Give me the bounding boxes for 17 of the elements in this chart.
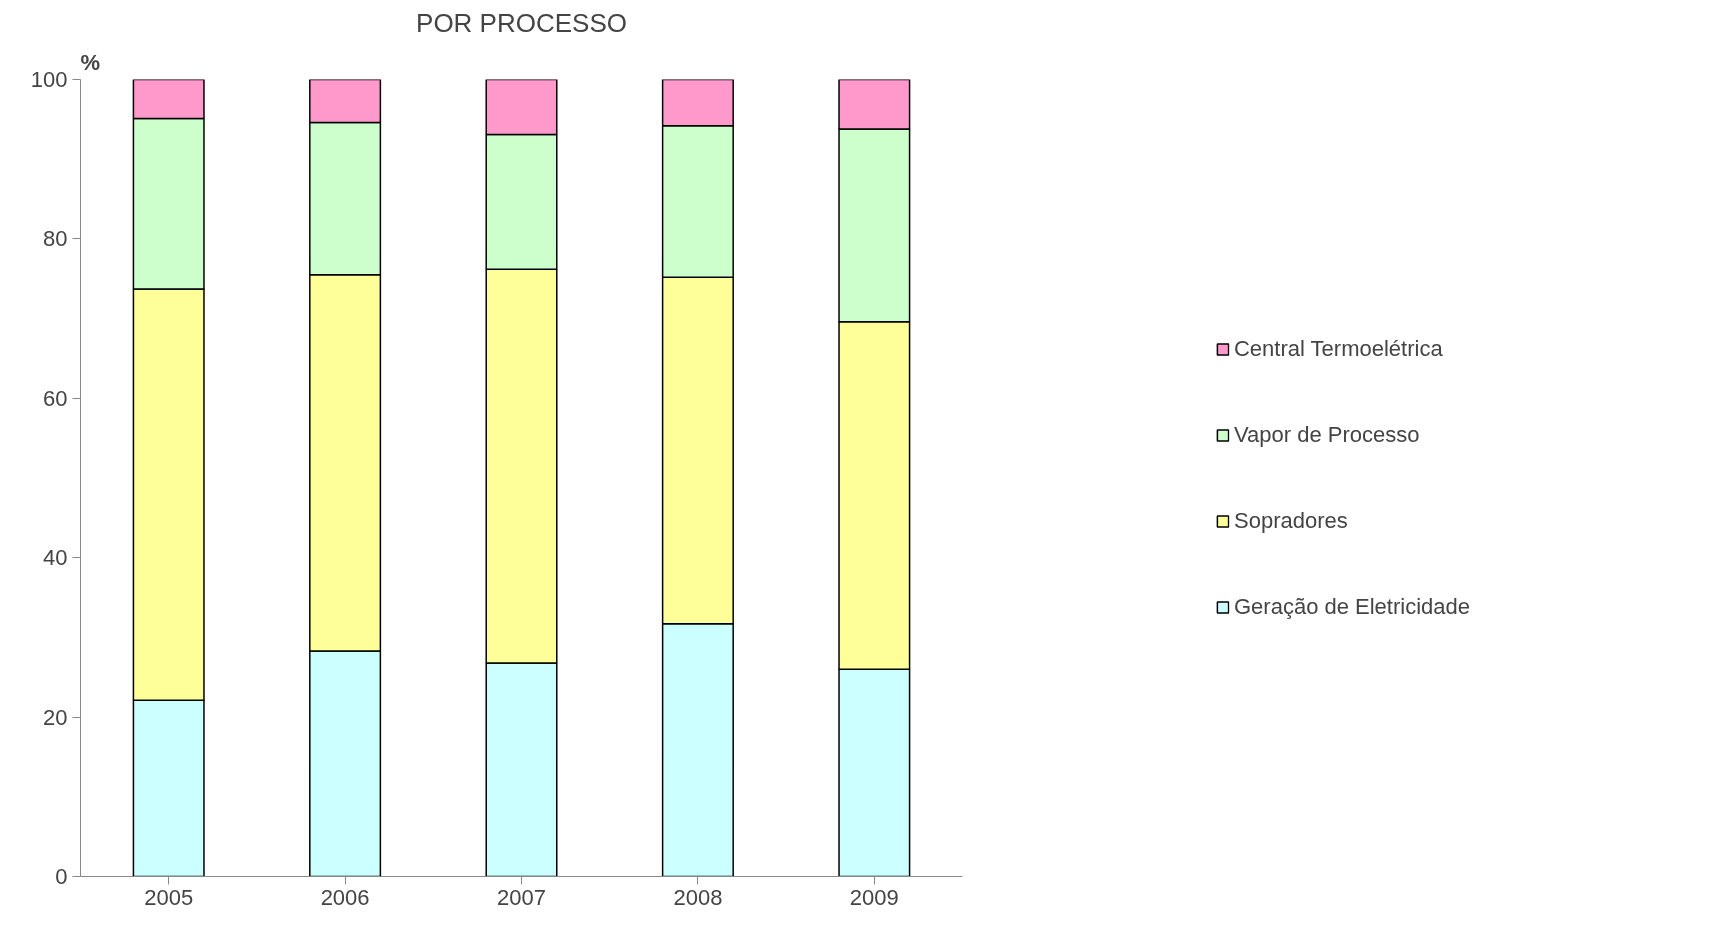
legend-label: Central Termoelétrica	[1233, 335, 1443, 362]
x-tick-label: 2009	[849, 884, 899, 910]
y-axis-title: %	[80, 49, 101, 75]
x-tick-label: 2006	[320, 884, 370, 910]
x-tick-label: 2005	[144, 884, 194, 910]
legend-label: Sopradores	[1233, 507, 1349, 534]
y-tick-label: 20	[43, 704, 68, 730]
chart-title: POR PROCESSO	[416, 7, 627, 38]
y-tick-label: 80	[43, 226, 68, 252]
x-tick-label: 2007	[497, 884, 546, 910]
y-tick-label: 0	[55, 864, 68, 889]
y-tick-label: 40	[43, 545, 68, 571]
legend-label: Vapor de Processo	[1233, 421, 1421, 448]
x-tick-label: 2008	[673, 884, 723, 910]
y-tick-label: 100	[30, 67, 68, 92]
legend-label: Geração de Eletricidade	[1233, 593, 1471, 620]
y-tick-label: 60	[43, 385, 68, 411]
